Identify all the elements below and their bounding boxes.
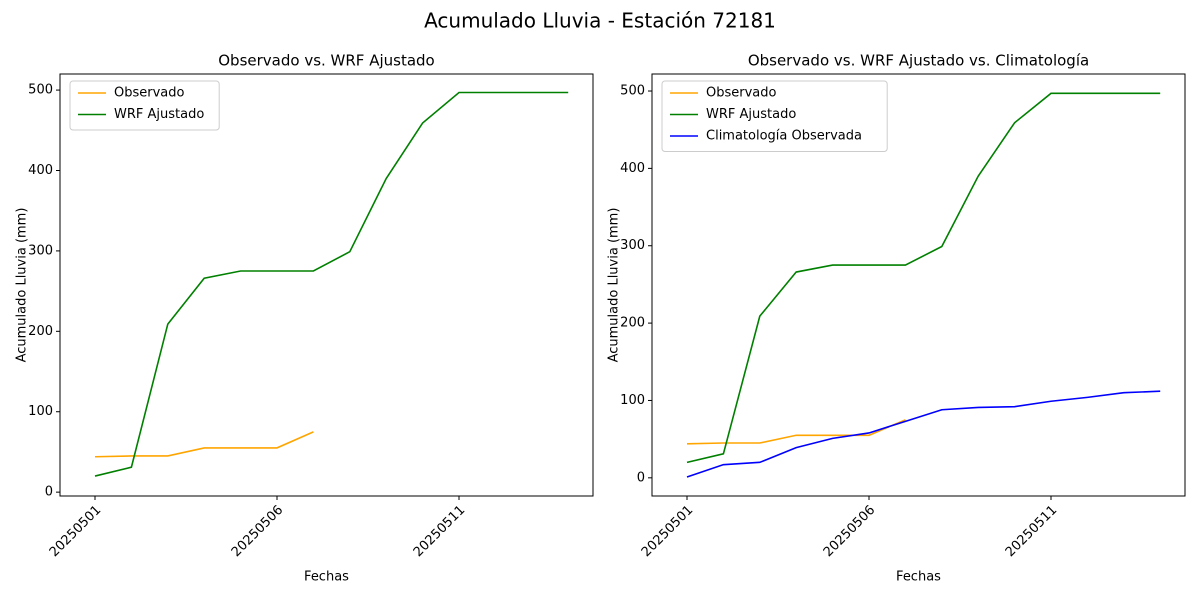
figure-title: Acumulado Lluvia - Estación 72181 [424, 9, 776, 33]
x-tick-label: 20250506 [229, 503, 286, 560]
series-line [94, 91, 569, 477]
y-tick-label: 100 [28, 404, 53, 419]
y-tick-label: 0 [45, 485, 53, 500]
y-tick-label: 400 [620, 161, 645, 176]
x-tick-label: 20250506 [821, 503, 878, 560]
y-tick-label: 200 [28, 324, 53, 339]
x-tick-label: 20250511 [411, 503, 468, 560]
legend: Observado WRF Ajustado [69, 80, 220, 131]
legend: Observado WRF Ajustado Climatología Observ… [661, 80, 888, 152]
series-line [94, 431, 314, 458]
axes-frame [651, 73, 1186, 497]
x-axis-label: Fechas [304, 570, 349, 585]
axes-frame [59, 73, 594, 497]
series-line [686, 92, 1161, 464]
legend-box [661, 80, 888, 152]
y-tick-label: 400 [28, 163, 53, 178]
y-tick-label: 300 [620, 238, 645, 253]
subplot-title: Observado vs. WRF Ajustado vs. Climatolo… [748, 52, 1089, 70]
series-line [686, 390, 1161, 478]
subplot: Observado vs. WRF Ajustado vs. Climatolo… [607, 52, 1186, 585]
legend-label: Observado [706, 86, 777, 101]
legend-label: Climatología Observada [706, 129, 862, 144]
series-line [686, 419, 906, 445]
y-tick-label: 500 [28, 83, 53, 98]
y-axis-label: Acumulado Lluvia (mm) [607, 208, 622, 363]
y-tick-label: 200 [620, 316, 645, 331]
x-axis-label: Fechas [896, 570, 941, 585]
x-tick-label: 20250511 [1003, 503, 1060, 560]
legend-label: Observado [114, 86, 185, 101]
legend-box [69, 80, 220, 131]
legend-label: WRF Ajustado [114, 107, 204, 122]
y-axis-label: Acumulado Lluvia (mm) [15, 208, 30, 363]
subplot-title: Observado vs. WRF Ajustado [218, 52, 434, 70]
y-tick-label: 500 [620, 84, 645, 99]
y-tick-label: 100 [620, 393, 645, 408]
y-tick-label: 0 [637, 470, 645, 485]
subplot: Observado vs. WRF Ajustado Fechas Acumulad… [15, 52, 594, 585]
legend-label: WRF Ajustado [706, 107, 796, 122]
x-tick-label: 20250501 [47, 503, 104, 560]
x-tick-label: 20250501 [639, 503, 696, 560]
y-tick-label: 300 [28, 243, 53, 258]
